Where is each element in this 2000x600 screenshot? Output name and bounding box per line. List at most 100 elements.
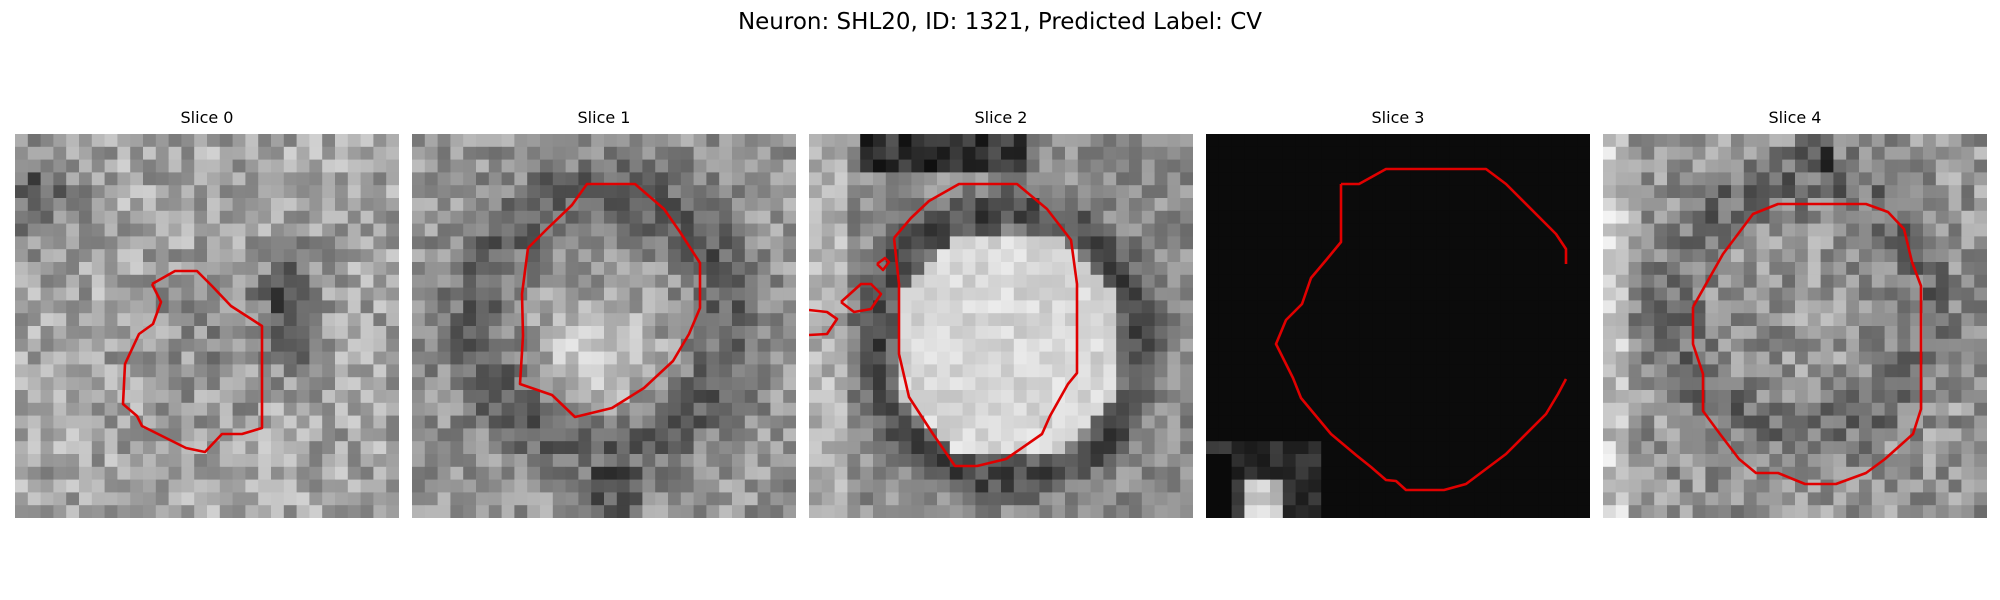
pixel-cell: [53, 172, 67, 186]
pixel-cell: [949, 236, 963, 250]
pixel-cell: [527, 492, 541, 506]
pixel-cell: [476, 505, 490, 518]
pixel-cell: [79, 351, 93, 365]
pixel-cell: [1564, 441, 1578, 455]
pixel-cell: [91, 428, 105, 442]
pixel-cell: [245, 223, 259, 237]
pixel-cell: [706, 441, 720, 455]
pixel-cell: [91, 249, 105, 263]
pixel-cell: [552, 338, 566, 352]
pixel-cell: [757, 300, 771, 314]
pixel-cell: [1308, 390, 1322, 404]
pixel-cell: [693, 415, 707, 429]
pixel-cell: [540, 134, 554, 148]
pixel-cell: [1052, 454, 1066, 468]
pixel-cell: [1910, 146, 1924, 160]
pixel-cell: [476, 249, 490, 263]
pixel-cell: [488, 159, 502, 173]
pixel-cell: [1077, 390, 1091, 404]
pixel-cell: [1321, 454, 1335, 468]
pixel-cell: [1859, 390, 1873, 404]
pixel-cell: [1884, 428, 1898, 442]
pixel-cell: [1577, 402, 1590, 416]
pixel-cell: [450, 326, 464, 340]
pixel-cell: [335, 262, 349, 276]
pixel-cell: [591, 428, 605, 442]
pixel-cell: [655, 377, 669, 391]
pixel-cell: [1679, 236, 1693, 250]
pixel-cell: [386, 415, 399, 429]
pixel-cell: [668, 415, 682, 429]
pixel-cell: [1013, 210, 1027, 224]
pixel-cell: [988, 466, 1002, 480]
pixel-cell: [1718, 262, 1732, 276]
pixel-cell: [1846, 415, 1860, 429]
pixel-cell: [1077, 351, 1091, 365]
pixel-cell: [1026, 441, 1040, 455]
pixel-cell: [27, 390, 41, 404]
pixel-cell: [271, 287, 285, 301]
pixel-cell: [1077, 454, 1091, 468]
pixel-cell: [1923, 441, 1937, 455]
pixel-cell: [1026, 262, 1040, 276]
pixel-cell: [424, 274, 438, 288]
pixel-cell: [1026, 287, 1040, 301]
pixel-cell: [809, 454, 823, 468]
pixel-cell: [821, 210, 835, 224]
pixel-cell: [40, 428, 54, 442]
pixel-cell: [296, 249, 310, 263]
pixel-cell: [450, 185, 464, 199]
pixel-cell: [604, 172, 618, 186]
pixel-cell: [1449, 210, 1463, 224]
pixel-cell: [1628, 479, 1642, 493]
pixel-cell: [1628, 313, 1642, 327]
pixel-cell: [450, 338, 464, 352]
pixel-cell: [424, 505, 438, 518]
pixel-cell: [898, 441, 912, 455]
pixel-cell: [91, 377, 105, 391]
pixel-cell: [1923, 351, 1937, 365]
pixel-cell: [1039, 313, 1053, 327]
pixel-cell: [1551, 428, 1565, 442]
pixel-cell: [412, 210, 426, 224]
pixel-cell: [1564, 415, 1578, 429]
pixel-cell: [1820, 223, 1834, 237]
pixel-cell: [552, 262, 566, 276]
pixel-cell: [1743, 262, 1757, 276]
pixel-cell: [1206, 428, 1220, 442]
pixel-cell: [1141, 454, 1155, 468]
pixel-cell: [181, 479, 195, 493]
figure-title: Neuron: SHL20, ID: 1321, Predicted Label…: [737, 9, 1263, 35]
pixel-cell: [1359, 454, 1373, 468]
pixel-cell: [232, 274, 246, 288]
pixel-cell: [898, 466, 912, 480]
pixel-cell: [1206, 146, 1220, 160]
pixel-cell: [143, 146, 157, 160]
pixel-cell: [1231, 428, 1245, 442]
pixel-cell: [463, 338, 477, 352]
pixel-cell: [1935, 300, 1949, 314]
pixel-cell: [1615, 402, 1629, 416]
pixel-cell: [1551, 479, 1565, 493]
pixel-cell: [693, 441, 707, 455]
pixel-cell: [1436, 313, 1450, 327]
pixel-cell: [1526, 134, 1540, 148]
pixel-cell: [1462, 428, 1476, 442]
pixel-cell: [1654, 415, 1668, 429]
pixel-cell: [860, 454, 874, 468]
pixel-cell: [271, 466, 285, 480]
pixel-cell: [1270, 134, 1284, 148]
pixel-cell: [1026, 210, 1040, 224]
pixel-cell: [1564, 364, 1578, 378]
pixel-cell: [578, 274, 592, 288]
pixel-cell: [296, 479, 310, 493]
pixel-cell: [1782, 159, 1796, 173]
pixel-cell: [1423, 454, 1437, 468]
pixel-cell: [783, 454, 796, 468]
pixel-cell: [53, 415, 67, 429]
pixel-cell: [527, 159, 541, 173]
pixel-cell: [1871, 274, 1885, 288]
pixel-cell: [629, 505, 643, 518]
pixel-cell: [1103, 402, 1117, 416]
pixel-cell: [860, 313, 874, 327]
